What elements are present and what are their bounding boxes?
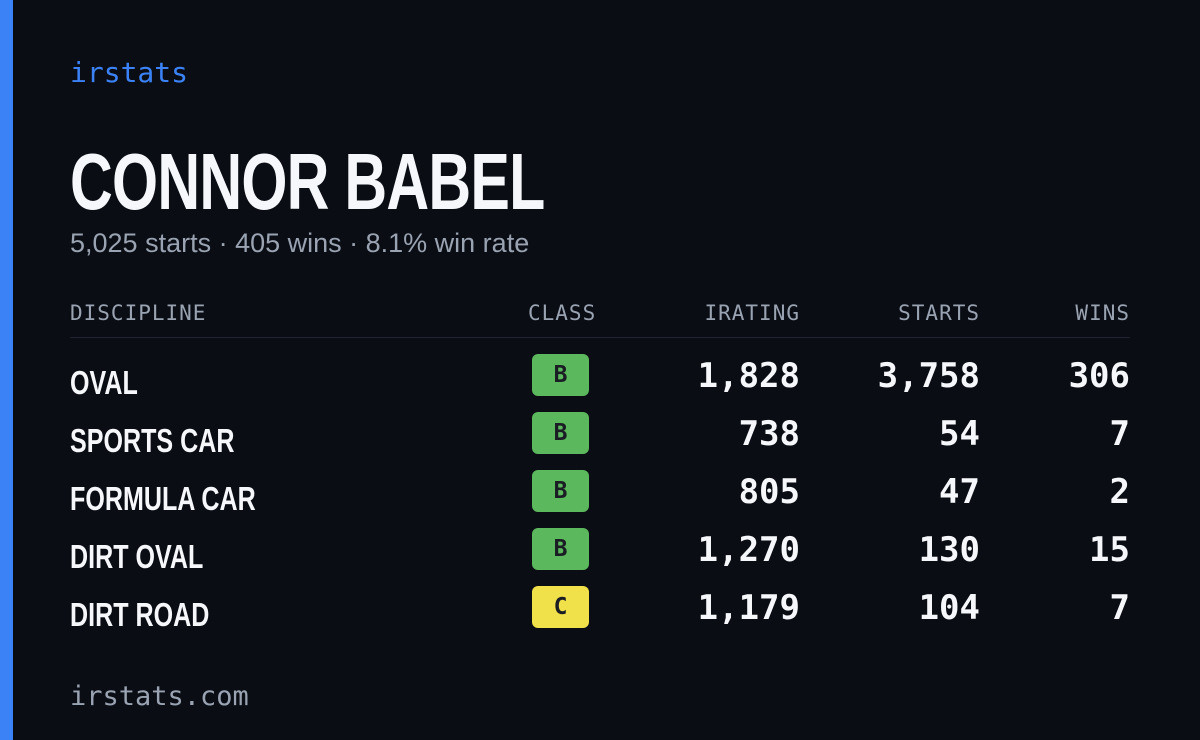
starts: 104 xyxy=(918,588,980,628)
brand: irstats xyxy=(70,56,189,89)
class-badge: B xyxy=(532,354,589,396)
class-badge: B xyxy=(532,470,589,512)
summary: 5,025 starts · 405 wins · 8.1% win rate xyxy=(70,228,530,258)
class-badge: C xyxy=(532,586,589,628)
column-header: CLASS xyxy=(528,301,597,325)
column-header: IRATING xyxy=(704,301,800,325)
starts: 130 xyxy=(918,530,980,570)
accent-bar xyxy=(0,0,13,740)
wins: 2 xyxy=(1109,472,1130,512)
column-header: WINS xyxy=(1075,301,1130,325)
wins: 15 xyxy=(1089,530,1130,570)
discipline: FORMULA CAR xyxy=(70,480,256,517)
irating: 1,179 xyxy=(697,588,800,628)
wins: 306 xyxy=(1068,356,1130,396)
column-header: STARTS xyxy=(898,301,980,325)
wins: 7 xyxy=(1109,414,1130,454)
wins: 7 xyxy=(1109,588,1130,628)
irating: 738 xyxy=(738,414,800,454)
starts: 47 xyxy=(939,472,980,512)
discipline: SPORTS CAR xyxy=(70,422,235,459)
class-badge: B xyxy=(532,412,589,454)
irating: 805 xyxy=(738,472,800,512)
irating: 1,270 xyxy=(697,530,800,570)
discipline: DIRT ROAD xyxy=(70,596,210,633)
column-header: DISCIPLINE xyxy=(70,301,207,325)
starts: 54 xyxy=(939,414,980,454)
class-badge: B xyxy=(532,528,589,570)
discipline: OVAL xyxy=(70,364,138,401)
starts: 3,758 xyxy=(877,356,980,396)
discipline: DIRT OVAL xyxy=(70,538,204,575)
footer: irstats.com xyxy=(70,681,249,712)
header-rule xyxy=(70,337,1130,338)
irating: 1,828 xyxy=(697,356,800,396)
player-name: CONNOR BABEL xyxy=(70,137,545,226)
